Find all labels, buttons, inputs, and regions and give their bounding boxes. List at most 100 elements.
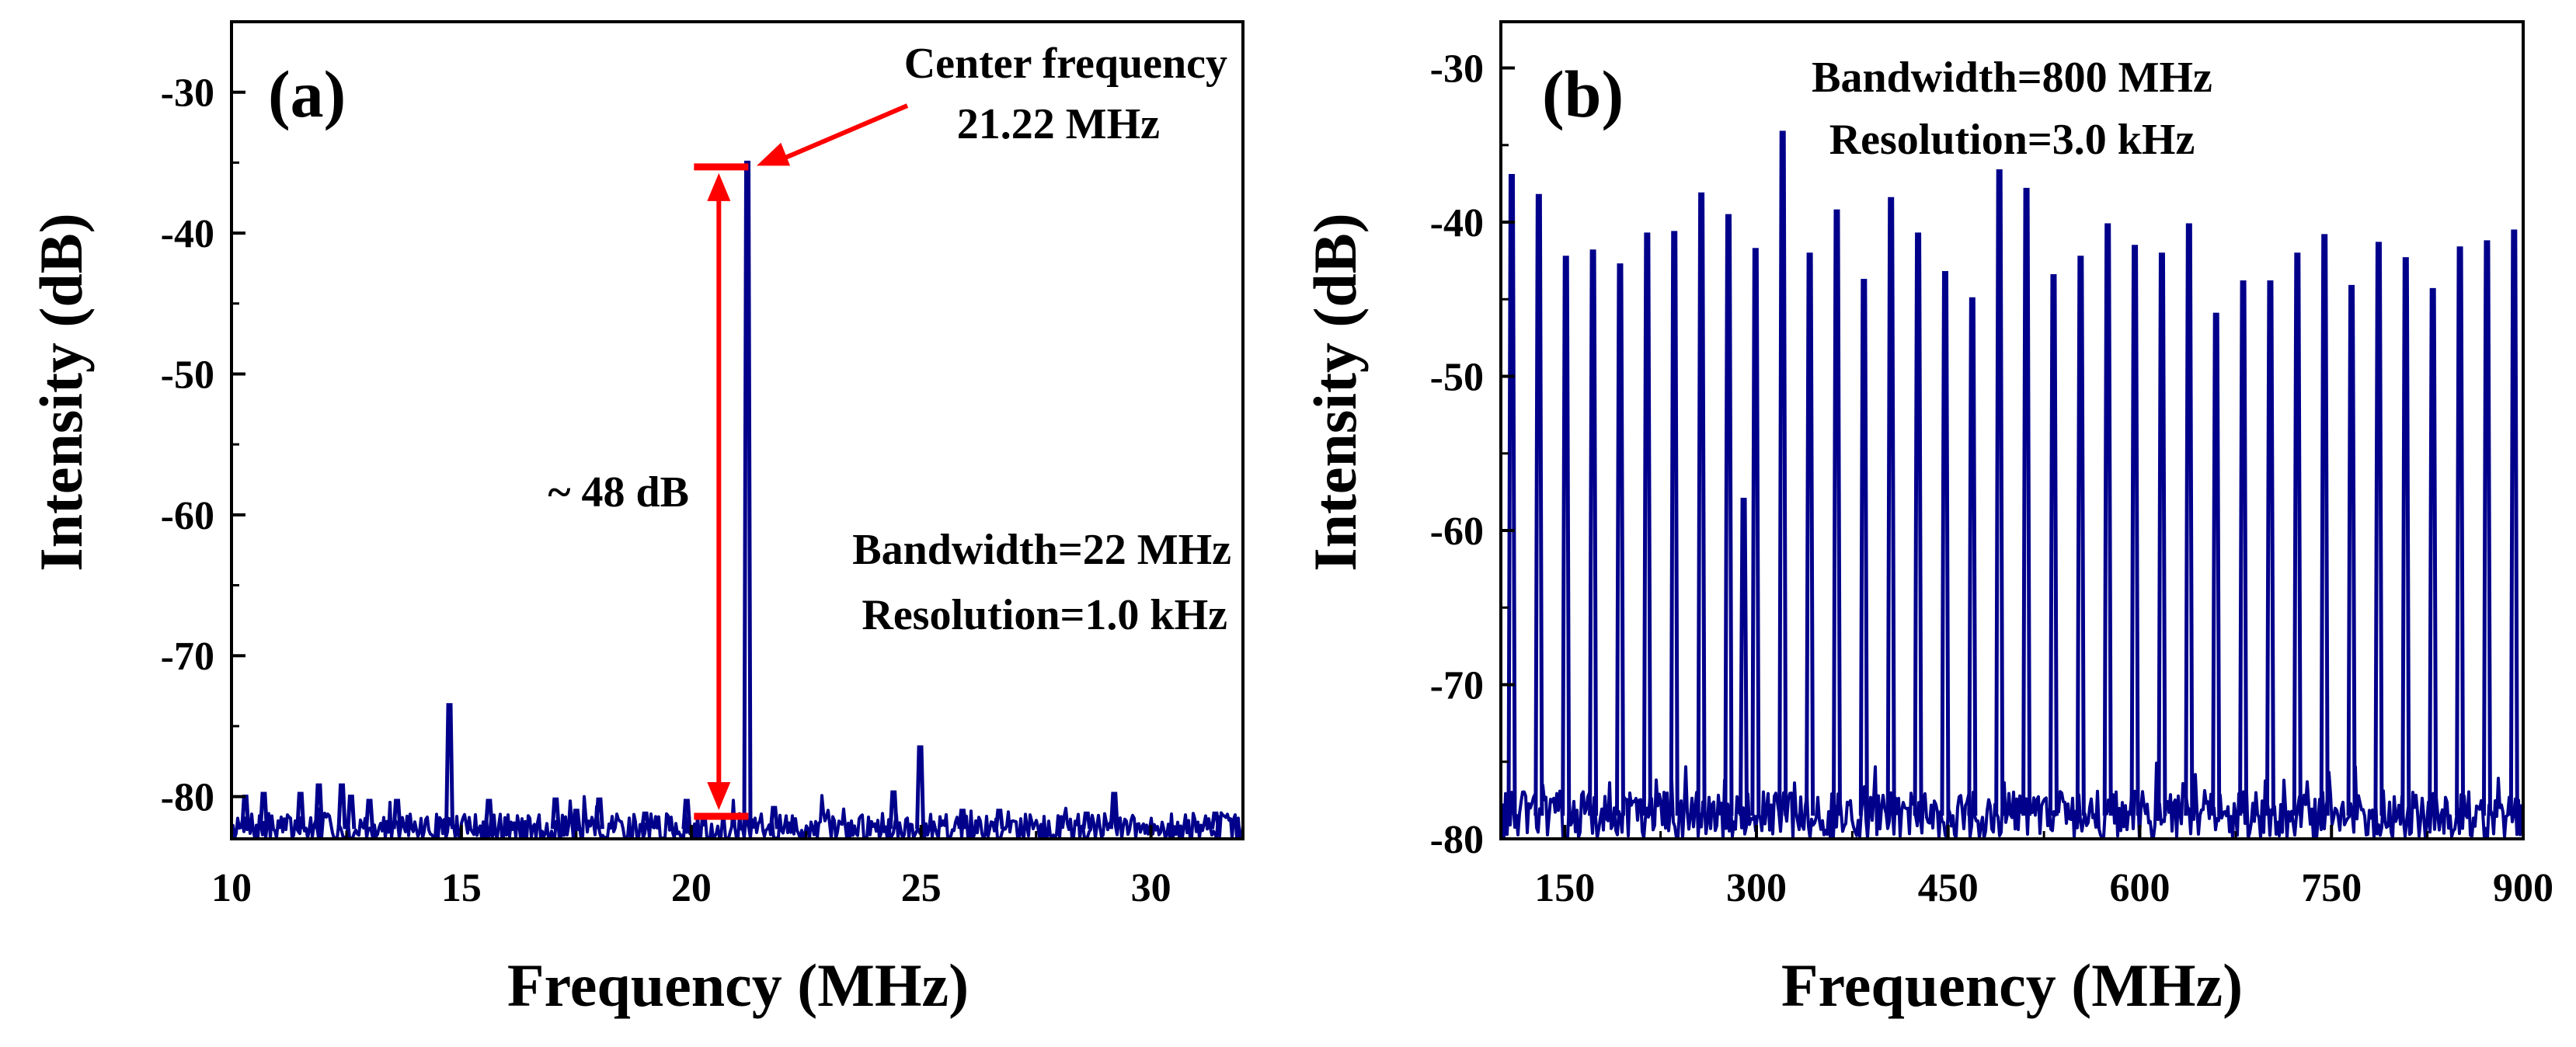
spectral-peak — [1588, 249, 1599, 816]
panel-b-label: (b) — [1542, 57, 1624, 131]
spectral-peak — [2455, 246, 2466, 816]
spectral-peak — [1994, 169, 2005, 816]
spectral-peak — [2238, 280, 2249, 816]
spectral-peak — [640, 811, 651, 830]
spectral-peak — [1533, 193, 1544, 816]
spectral-peak — [2346, 284, 2357, 816]
dynamic-range-label: ~ 48 dB — [548, 468, 689, 517]
x-tick-label: 150 — [1534, 866, 1595, 910]
panel-a-resolution-label: Resolution=1.0 kHz — [862, 591, 1227, 639]
spectral-peak — [258, 791, 269, 830]
spectral-peak — [2048, 274, 2059, 816]
spectral-peak — [1885, 197, 1896, 816]
panel-a-y-axis-title: Intensity (dB) — [27, 213, 95, 572]
panel-a-bandwidth-label: Bandwidth=22 MHz — [852, 526, 1231, 574]
y-tick-label: -70 — [1430, 664, 1484, 708]
panel-a-label: (a) — [268, 57, 346, 131]
y-tick-label: -60 — [161, 494, 214, 538]
panel-b-y-axis-title: Intensity (dB) — [1301, 213, 1369, 572]
spectral-peak — [2292, 252, 2303, 816]
spectral-peak — [2481, 240, 2492, 816]
spectral-peak — [1561, 256, 1572, 816]
spectral-peak — [1750, 248, 1761, 816]
x-tick-label: 450 — [1918, 866, 1979, 910]
panel-b-bandwidth-label: Bandwidth=800 MHz — [1812, 54, 2212, 102]
spectral-peak — [1669, 231, 1680, 816]
spectral-peak — [483, 798, 494, 830]
panel-a-x-axis-title: Frequency (MHz) — [507, 951, 969, 1019]
y-tick-label: -50 — [1430, 356, 1484, 400]
panel-b-x-axis-title: Frequency (MHz) — [1781, 951, 2243, 1019]
spectral-peak — [2373, 242, 2384, 816]
x-tick-label: 750 — [2301, 866, 2362, 910]
spectral-peak — [571, 809, 582, 830]
marker-arrowhead-up — [707, 172, 731, 201]
spectral-peak — [2508, 229, 2519, 816]
panel-b-resolution-label: Resolution=3.0 kHz — [1829, 116, 2195, 164]
spectral-peak — [2021, 187, 2032, 816]
noise-floor-trace — [1501, 761, 2523, 839]
y-tick-label: -80 — [1430, 818, 1484, 862]
spectral-peak — [915, 745, 926, 830]
pointer-arrow-line — [783, 103, 909, 161]
spectral-peak — [1967, 297, 1978, 816]
x-tick-label: 25 — [901, 866, 942, 910]
spectral-peak — [1641, 232, 1652, 816]
panel-a-spectrum-trace — [231, 160, 1243, 839]
spectral-peak — [1805, 252, 1815, 816]
spectral-peak — [2102, 223, 2113, 816]
spectral-peak — [2400, 257, 2411, 816]
marker-arrowhead-down — [707, 781, 731, 810]
spectral-peak — [1739, 497, 1749, 816]
y-tick-label: -60 — [1430, 510, 1484, 554]
x-tick-label: 900 — [2493, 866, 2553, 910]
spectral-peak — [742, 160, 753, 830]
center-frequency-title: Center frequency — [904, 40, 1227, 88]
x-tick-label: 20 — [671, 866, 712, 910]
pointer-arrowhead — [757, 142, 791, 166]
spectral-peak — [346, 795, 357, 830]
spectral-peak — [1913, 232, 1923, 816]
spectral-peak — [1081, 811, 1092, 830]
panel-a-plot-frame — [230, 20, 1244, 840]
y-tick-label: -70 — [161, 635, 214, 679]
x-tick-label: 15 — [441, 866, 482, 910]
chart-panel-b: 150 300 450 600 750 900 -30 -40 -50 -60 -70 -80 (b)… — [1301, 20, 2553, 1019]
spectral-peak — [336, 783, 347, 830]
x-tick-label: 600 — [2110, 866, 2170, 910]
spectral-peak — [2075, 256, 2086, 816]
chart-panel-a: 10 15 20 25 30 -30 -40 -50 -60 -70 -80 (a) Center … — [27, 20, 1244, 1019]
spectral-peak — [2184, 223, 2195, 816]
spectral-peak — [1777, 130, 1788, 816]
spectral-peak — [1109, 791, 1119, 830]
spectral-peak — [2264, 280, 2275, 816]
center-frequency-value: 21.22 MHz — [957, 100, 1160, 148]
spectral-peak — [2211, 312, 2222, 816]
spectral-peak — [994, 809, 1004, 830]
x-tick-label: 10 — [211, 866, 252, 910]
spectral-peak — [1858, 278, 1869, 816]
panel-b-axis-ticks: 150 300 450 600 750 900 -30 -40 -50 -60 -70 -80 — [1430, 47, 2553, 910]
spectral-peak — [392, 798, 402, 830]
spectral-peak — [444, 703, 455, 830]
y-tick-label: -40 — [161, 212, 214, 256]
spectral-peak — [313, 783, 324, 830]
panel-b-spectrum-trace — [1501, 130, 2523, 839]
dynamic-range-marker — [694, 163, 749, 820]
spectral-peak — [888, 790, 899, 830]
spectral-peak — [1506, 173, 1517, 816]
spectral-peak — [2428, 287, 2438, 816]
x-tick-label: 30 — [1131, 866, 1171, 910]
spectral-peak — [957, 809, 968, 830]
y-tick-label: -50 — [161, 353, 214, 397]
spectral-peak — [2157, 252, 2167, 816]
y-tick-label: -30 — [1430, 47, 1484, 92]
spectral-peak — [1210, 811, 1220, 830]
spectral-peak — [1831, 209, 1842, 816]
y-tick-label: -40 — [1430, 201, 1484, 245]
spectral-peak — [1723, 214, 1734, 816]
panel-b-plot-frame — [1499, 20, 2525, 840]
spectral-peak — [2129, 245, 2140, 816]
spectral-peak — [1696, 192, 1707, 816]
